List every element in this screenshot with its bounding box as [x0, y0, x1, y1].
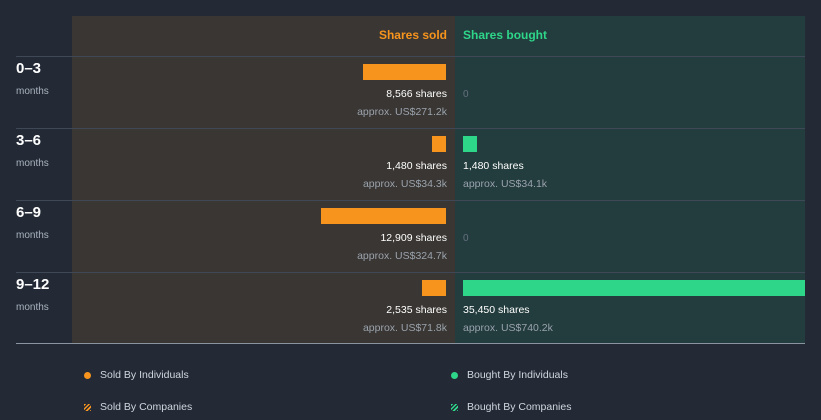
sold-shares-label: 12,909 shares: [380, 232, 447, 244]
bought-bar: [463, 136, 478, 152]
bought-value-label: approx. US$34.1k: [463, 178, 548, 190]
bought-companies-hatch-icon: [451, 404, 458, 411]
sold-individuals-dot-icon: [84, 372, 91, 379]
bought-value-label: approx. US$740.2k: [463, 322, 553, 334]
row-separator: [16, 128, 805, 129]
bought-zero-label: 0: [463, 233, 469, 244]
chart-bottom-border: [16, 343, 805, 344]
sold-shares-label: 8,566 shares: [386, 88, 447, 100]
period-label: 3–6: [16, 132, 42, 149]
bought-shares-label: 1,480 shares: [463, 160, 524, 172]
shares-bought-header: Shares bought: [463, 28, 548, 42]
sold-companies-hatch-icon: [84, 404, 91, 411]
sold-value-label: approx. US$271.2k: [357, 106, 447, 118]
header-separator: [16, 56, 805, 57]
sold-bar: [421, 280, 446, 296]
shares-sold-header: Shares sold: [378, 28, 447, 42]
sold-value-label: approx. US$34.3k: [362, 178, 447, 190]
bought-zero-label: 0: [463, 89, 469, 100]
legend-sold-individuals: Sold By Individuals: [100, 369, 189, 381]
period-unit-label: months: [16, 230, 49, 241]
period-unit-label: months: [16, 302, 49, 313]
sold-shares-label: 1,480 shares: [386, 160, 447, 172]
sold-bar: [363, 64, 446, 80]
legend-sold-companies: Sold By Companies: [100, 401, 193, 413]
legend-bought-companies: Bought By Companies: [467, 401, 572, 413]
row-separator: [16, 200, 805, 201]
bought-shares-label: 35,450 shares: [463, 304, 530, 316]
row-separator: [16, 272, 805, 273]
period-unit-label: months: [16, 158, 49, 169]
period-unit-label: months: [16, 86, 49, 97]
bought-bar: [463, 280, 805, 296]
bought-individuals-dot-icon: [451, 372, 458, 379]
legend-bought-individuals: Bought By Individuals: [467, 369, 568, 381]
sold-value-label: approx. US$324.7k: [357, 250, 447, 262]
period-label: 0–3: [16, 60, 42, 77]
sold-value-label: approx. US$71.8k: [362, 322, 447, 334]
sold-shares-label: 2,535 shares: [386, 304, 447, 316]
period-label: 9–12: [16, 276, 50, 293]
sold-bar: [431, 136, 446, 152]
period-label: 6–9: [16, 204, 42, 221]
sold-bar: [321, 208, 446, 224]
